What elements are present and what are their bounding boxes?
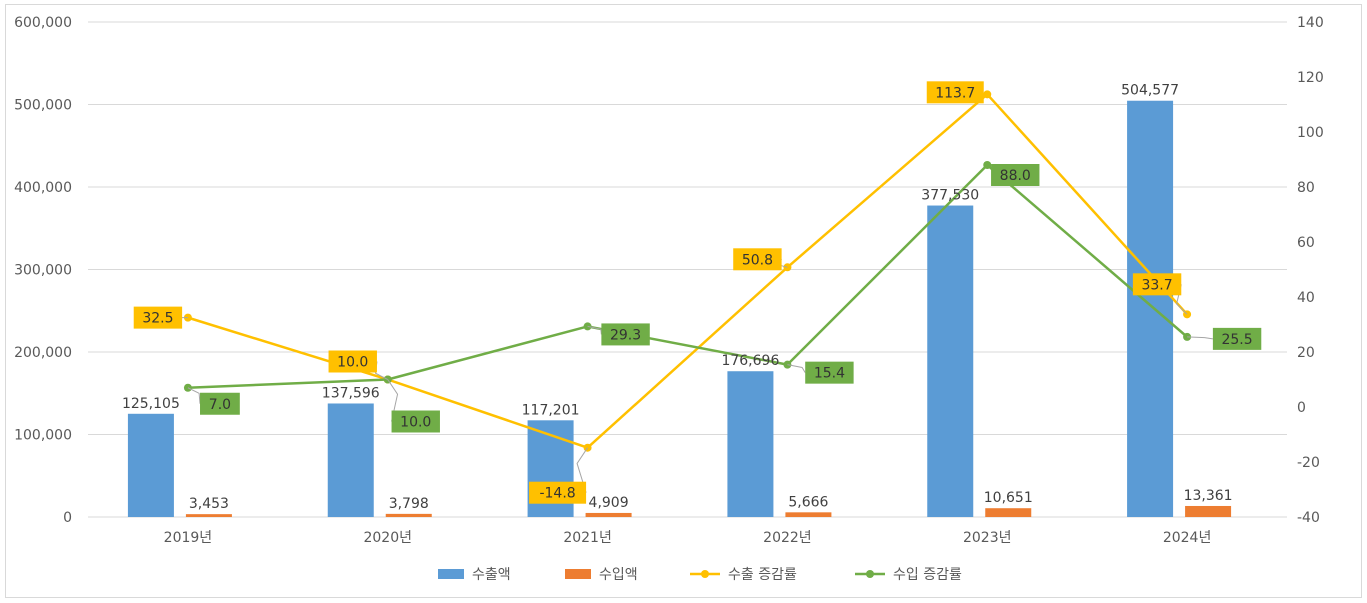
bar-data-label: 4,909 <box>589 495 629 511</box>
label-leader-line <box>187 387 201 404</box>
line-data-label: 7.0 <box>209 397 231 413</box>
line-data-label: 113.7 <box>935 85 975 101</box>
line-label-box <box>529 481 587 504</box>
line-label-box <box>805 361 854 384</box>
line-label-box <box>733 248 782 271</box>
bar-data-label: 125,105 <box>122 396 180 412</box>
line-label-box <box>328 350 377 373</box>
y-left-tick-label: 0 <box>63 510 72 526</box>
y-left-tick-label: 400,000 <box>14 180 72 196</box>
line-label-box <box>200 392 240 415</box>
y-left-tick-label: 300,000 <box>14 263 72 279</box>
legend-export-swatch <box>438 569 464 579</box>
bar-import <box>785 512 832 517</box>
x-tick-label: 2019년 <box>164 530 213 546</box>
legend-export-growth-marker <box>701 570 709 578</box>
legend-import-swatch <box>565 569 591 579</box>
label-leader-line <box>787 364 806 373</box>
y-left-tick-label: 100,000 <box>14 428 72 444</box>
bar-import <box>585 512 632 517</box>
x-tick-label: 2024년 <box>1163 530 1212 546</box>
legend-import-growth-marker <box>866 570 874 578</box>
y-right-tick-label: 60 <box>1297 235 1315 251</box>
line-label-box <box>133 306 183 329</box>
y-right-tick-label: 0 <box>1297 400 1306 416</box>
line-label-box <box>1132 273 1182 296</box>
bar-data-label: 3,453 <box>189 496 229 512</box>
export-growth-point <box>983 90 992 99</box>
y-right-tick-label: -40 <box>1297 510 1320 526</box>
x-tick-label: 2020년 <box>363 530 412 546</box>
bar-data-label: 504,577 <box>1121 83 1179 99</box>
line-data-label: 29.3 <box>610 327 641 343</box>
y-right-tick-label: 100 <box>1297 125 1324 141</box>
bar-data-label: 176,696 <box>721 353 779 369</box>
bar-import <box>1185 505 1232 517</box>
line-data-label: 10.0 <box>337 355 368 371</box>
line-data-label: 25.5 <box>1221 332 1252 348</box>
bar-data-label: 377,530 <box>921 188 979 204</box>
line-label-box <box>991 164 1040 186</box>
y-left-tick-label: 500,000 <box>14 98 72 114</box>
line-label-box <box>391 410 440 433</box>
y-right-tick-label: -20 <box>1297 455 1320 471</box>
import-growth-line <box>187 163 1188 389</box>
y-left-tick-label: 200,000 <box>14 345 72 361</box>
bar-data-label: 137,596 <box>322 385 380 401</box>
line-data-label: 88.0 <box>1000 168 1031 184</box>
line-data-label: -14.8 <box>539 486 575 502</box>
legend-export-growth-label: 수출 증감률 <box>728 567 797 583</box>
legend-export-label: 수출액 <box>472 567 511 583</box>
legend-import-growth-label: 수입 증감률 <box>893 567 962 583</box>
bar-export <box>927 205 974 517</box>
x-tick-label: 2023년 <box>963 530 1012 546</box>
y-right-tick-label: 40 <box>1297 290 1315 306</box>
x-tick-label: 2022년 <box>763 530 812 546</box>
x-tick-label: 2021년 <box>563 530 612 546</box>
line-data-label: 32.5 <box>142 311 173 327</box>
bar-export <box>727 371 774 517</box>
label-leader-line <box>587 325 602 335</box>
bar-import <box>185 514 232 517</box>
bar-data-label: 13,361 <box>1184 488 1233 504</box>
y-left-tick-label: 600,000 <box>14 15 72 31</box>
bar-export <box>327 403 374 517</box>
bar-export <box>127 413 174 517</box>
line-data-label: 50.8 <box>742 252 773 268</box>
y-right-tick-label: 140 <box>1297 15 1324 31</box>
label-leader-line <box>1187 336 1213 340</box>
y-right-tick-label: 120 <box>1297 70 1324 86</box>
bar-export <box>1127 100 1174 518</box>
legend-import-label: 수입액 <box>599 567 638 583</box>
line-data-label: 10.0 <box>400 415 431 431</box>
line-label-box <box>926 81 984 104</box>
y-right-tick-label: 20 <box>1297 345 1315 361</box>
line-label-box <box>601 323 650 346</box>
line-data-label: 15.4 <box>814 366 845 382</box>
bar-data-label: 5,666 <box>788 494 828 510</box>
line-label-box <box>1212 327 1262 350</box>
line-data-label: 33.7 <box>1141 277 1172 293</box>
bar-import <box>985 508 1032 517</box>
import-growth-point <box>983 161 992 169</box>
bar-data-label: 117,201 <box>522 402 580 418</box>
bar-data-label: 10,651 <box>984 490 1033 506</box>
bar-data-label: 3,798 <box>389 496 429 512</box>
y-right-tick-label: 80 <box>1297 180 1315 196</box>
bar-import <box>385 513 432 517</box>
